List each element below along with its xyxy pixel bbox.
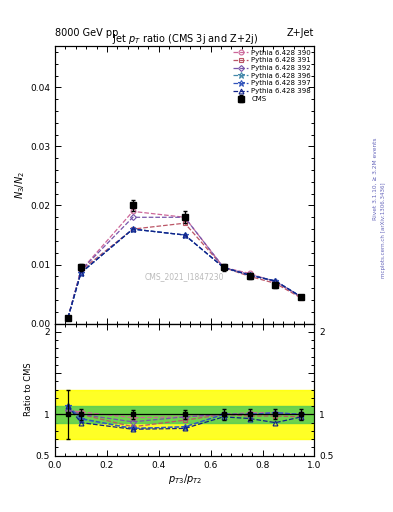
Pythia 6.428 390 xyxy=(182,214,187,220)
Pythia 6.428 391 xyxy=(130,226,135,232)
Pythia 6.428 390 xyxy=(299,294,304,300)
Pythia 6.428 391 xyxy=(273,281,278,287)
Pythia 6.428 396 xyxy=(299,294,304,300)
Text: 8000 GeV pp: 8000 GeV pp xyxy=(55,28,118,38)
Pythia 6.428 392 xyxy=(130,214,135,220)
Y-axis label: Ratio to CMS: Ratio to CMS xyxy=(24,363,33,416)
Pythia 6.428 392 xyxy=(273,278,278,284)
Pythia 6.428 398 xyxy=(79,270,83,276)
Pythia 6.428 397 xyxy=(130,226,135,232)
Bar xyxy=(55,406,314,422)
Pythia 6.428 396 xyxy=(79,270,83,276)
Text: Z+Jet: Z+Jet xyxy=(287,28,314,38)
Pythia 6.428 396 xyxy=(66,314,70,321)
Pythia 6.428 398 xyxy=(273,278,278,284)
Pythia 6.428 398 xyxy=(247,272,252,278)
Pythia 6.428 397 xyxy=(247,272,252,278)
Pythia 6.428 392 xyxy=(182,214,187,220)
Pythia 6.428 396 xyxy=(182,232,187,238)
Pythia 6.428 390 xyxy=(247,270,252,276)
Pythia 6.428 391 xyxy=(79,267,83,273)
Pythia 6.428 391 xyxy=(221,264,226,270)
Pythia 6.428 390 xyxy=(273,279,278,285)
Line: Pythia 6.428 396: Pythia 6.428 396 xyxy=(64,226,305,321)
Pythia 6.428 398 xyxy=(130,226,135,232)
Pythia 6.428 390 xyxy=(66,314,70,321)
Pythia 6.428 391 xyxy=(182,220,187,226)
Text: mcplots.cern.ch [arXiv:1306.3436]: mcplots.cern.ch [arXiv:1306.3436] xyxy=(381,183,386,278)
Text: CMS_2021_I1847230: CMS_2021_I1847230 xyxy=(145,272,224,281)
Line: Pythia 6.428 391: Pythia 6.428 391 xyxy=(66,221,304,320)
Pythia 6.428 396 xyxy=(130,226,135,232)
Pythia 6.428 397 xyxy=(273,278,278,284)
Pythia 6.428 392 xyxy=(221,264,226,270)
Pythia 6.428 398 xyxy=(182,232,187,238)
Line: Pythia 6.428 392: Pythia 6.428 392 xyxy=(66,215,303,319)
Pythia 6.428 392 xyxy=(79,267,83,273)
Pythia 6.428 392 xyxy=(247,271,252,278)
Line: Pythia 6.428 397: Pythia 6.428 397 xyxy=(64,226,305,321)
Text: Rivet 3.1.10, ≥ 3.2M events: Rivet 3.1.10, ≥ 3.2M events xyxy=(373,138,378,221)
Legend: Pythia 6.428 390, Pythia 6.428 391, Pythia 6.428 392, Pythia 6.428 396, Pythia 6: Pythia 6.428 390, Pythia 6.428 391, Pyth… xyxy=(232,48,312,103)
Pythia 6.428 392 xyxy=(299,294,304,300)
Pythia 6.428 391 xyxy=(299,295,304,301)
Pythia 6.428 391 xyxy=(247,273,252,280)
Pythia 6.428 392 xyxy=(66,314,70,321)
X-axis label: $p_{T3}/p_{T2}$: $p_{T3}/p_{T2}$ xyxy=(167,472,202,486)
Bar xyxy=(55,390,314,439)
Pythia 6.428 397 xyxy=(182,232,187,238)
Pythia 6.428 390 xyxy=(130,208,135,215)
Pythia 6.428 397 xyxy=(79,270,83,276)
Title: Jet $p_T$ ratio (CMS 3j and Z+2j): Jet $p_T$ ratio (CMS 3j and Z+2j) xyxy=(112,32,258,46)
Pythia 6.428 396 xyxy=(221,264,226,270)
Pythia 6.428 397 xyxy=(66,314,70,321)
Pythia 6.428 398 xyxy=(221,264,226,270)
Pythia 6.428 391 xyxy=(66,314,70,321)
Pythia 6.428 397 xyxy=(299,294,304,300)
Pythia 6.428 390 xyxy=(79,267,83,273)
Line: Pythia 6.428 398: Pythia 6.428 398 xyxy=(66,227,304,320)
Line: Pythia 6.428 390: Pythia 6.428 390 xyxy=(66,209,304,320)
Pythia 6.428 396 xyxy=(247,272,252,278)
Pythia 6.428 396 xyxy=(273,278,278,284)
Pythia 6.428 397 xyxy=(221,264,226,270)
Pythia 6.428 390 xyxy=(221,264,226,270)
Pythia 6.428 398 xyxy=(66,314,70,321)
Y-axis label: $N_3/N_2$: $N_3/N_2$ xyxy=(13,171,27,199)
Pythia 6.428 398 xyxy=(299,294,304,300)
